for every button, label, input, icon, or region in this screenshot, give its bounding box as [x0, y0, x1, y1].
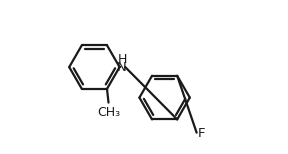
Text: CH₃: CH₃ [97, 106, 120, 120]
Text: N: N [117, 61, 127, 74]
Text: F: F [198, 127, 206, 140]
Text: H: H [118, 53, 127, 66]
